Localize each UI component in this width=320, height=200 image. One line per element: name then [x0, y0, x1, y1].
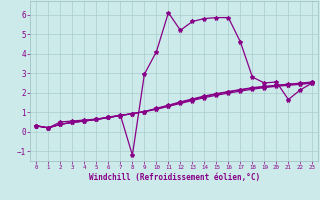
X-axis label: Windchill (Refroidissement éolien,°C): Windchill (Refroidissement éolien,°C)	[89, 173, 260, 182]
